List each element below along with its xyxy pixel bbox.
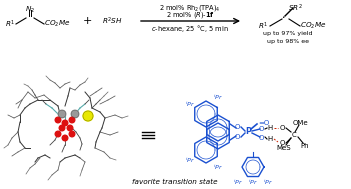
Text: $CO_2Me$: $CO_2Me$ bbox=[44, 19, 71, 29]
Text: O: O bbox=[258, 135, 264, 141]
Text: $^iPr$: $^iPr$ bbox=[185, 99, 195, 109]
Circle shape bbox=[62, 135, 68, 141]
Text: 2 mol% Rh$_2$(TPA)$_4$: 2 mol% Rh$_2$(TPA)$_4$ bbox=[159, 3, 221, 13]
Text: $SR^2$: $SR^2$ bbox=[287, 3, 302, 14]
Text: =O: =O bbox=[258, 120, 269, 126]
Text: H: H bbox=[267, 136, 273, 142]
Text: O: O bbox=[279, 140, 285, 146]
Text: MeS: MeS bbox=[277, 145, 291, 151]
Text: $^iPr$: $^iPr$ bbox=[213, 92, 223, 102]
Text: $N_2$: $N_2$ bbox=[25, 5, 35, 15]
Text: •: • bbox=[281, 15, 285, 19]
Text: $R^1$: $R^1$ bbox=[258, 20, 268, 32]
Text: $R^1$: $R^1$ bbox=[5, 18, 15, 30]
Circle shape bbox=[69, 131, 75, 137]
Circle shape bbox=[55, 131, 61, 137]
Text: $^iPr$: $^iPr$ bbox=[233, 177, 243, 187]
Text: $^iPr$: $^iPr$ bbox=[263, 177, 273, 187]
Text: up to 97% yield: up to 97% yield bbox=[263, 32, 313, 36]
Circle shape bbox=[59, 125, 65, 131]
Text: O: O bbox=[234, 134, 240, 140]
Circle shape bbox=[71, 110, 79, 118]
Text: C: C bbox=[292, 132, 296, 138]
Circle shape bbox=[62, 120, 68, 126]
Text: $^iPr$: $^iPr$ bbox=[248, 177, 258, 187]
Text: $c$-hexane, 25 °C, 5 min: $c$-hexane, 25 °C, 5 min bbox=[151, 23, 229, 35]
Text: OMe: OMe bbox=[292, 120, 308, 126]
Circle shape bbox=[58, 110, 66, 118]
Circle shape bbox=[69, 117, 75, 123]
Text: P: P bbox=[245, 128, 251, 136]
Text: $CO_2Me$: $CO_2Me$ bbox=[300, 21, 326, 31]
Circle shape bbox=[83, 111, 93, 121]
Text: favorite transition state: favorite transition state bbox=[132, 179, 218, 185]
Text: O: O bbox=[258, 126, 264, 132]
Text: up to 98% ee: up to 98% ee bbox=[267, 39, 309, 43]
Circle shape bbox=[67, 125, 73, 131]
Text: $+$: $+$ bbox=[82, 15, 92, 26]
Text: $^iPr$: $^iPr$ bbox=[213, 162, 223, 172]
Text: 2 mol% ($R$)-$\mathbf{1f}$: 2 mol% ($R$)-$\mathbf{1f}$ bbox=[166, 10, 214, 20]
Text: $R^2SH$: $R^2SH$ bbox=[101, 15, 122, 27]
Text: $^iPr$: $^iPr$ bbox=[185, 155, 195, 165]
Text: O: O bbox=[234, 124, 240, 130]
Text: Ph: Ph bbox=[301, 143, 309, 149]
Circle shape bbox=[55, 117, 61, 123]
Text: H: H bbox=[267, 125, 273, 131]
Text: O: O bbox=[279, 125, 285, 131]
